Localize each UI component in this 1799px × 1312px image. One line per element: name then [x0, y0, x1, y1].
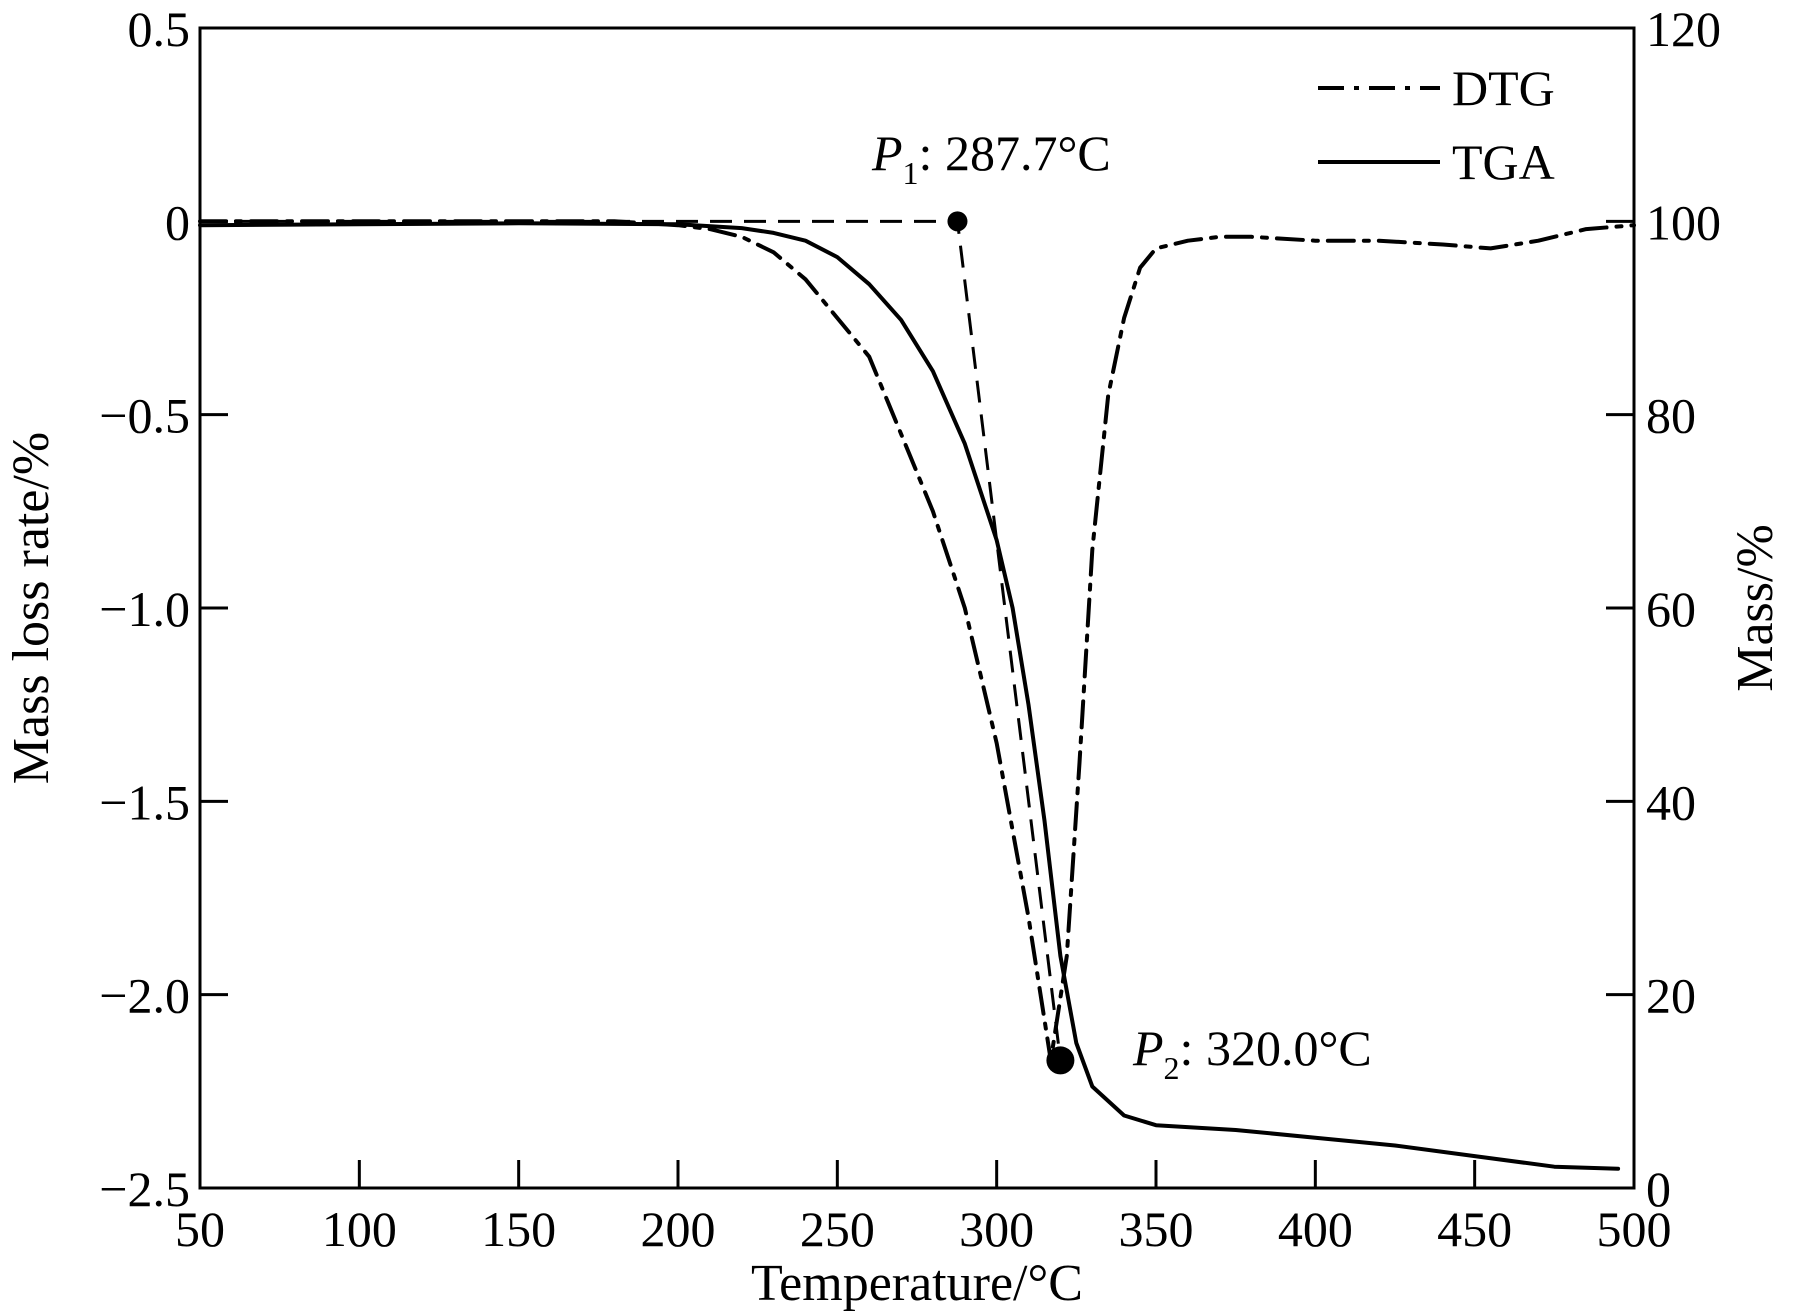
x-tick-label: 100 [322, 1201, 397, 1257]
series-tga-line [198, 221, 1621, 1171]
ticks-layer: 50 100 150 200 250 300 350 400 450 5000.50−0.5−1.… [99, 1, 1721, 1257]
y-left-tick-label: −2.5 [99, 1161, 190, 1217]
annotation-p2: P2: 320.0°C [1132, 1020, 1372, 1086]
y-right-tick-label: 20 [1646, 968, 1696, 1024]
x-tick-label: 250 [800, 1201, 875, 1257]
x-tick-label: 350 [1119, 1201, 1194, 1257]
y-right-tick-label: 80 [1646, 388, 1696, 444]
annotation-layer: P1: 287.7°C P2: 320.0°C [200, 125, 1372, 1086]
x-tick-label: 200 [641, 1201, 716, 1257]
y-left-tick-label: −1.0 [99, 581, 190, 637]
y-right-tick-label: 120 [1646, 1, 1721, 57]
peak-p1-marker [947, 211, 968, 232]
x-tick-label: 450 [1437, 1201, 1512, 1257]
legend-label-dtg: DTG [1452, 60, 1555, 116]
y-left-tick-label: −0.5 [99, 388, 190, 444]
x-axis-title: Temperature/°C [751, 1255, 1083, 1312]
y-right-axis-title: Mass/% [1727, 524, 1784, 692]
legend: DTG TGA [1318, 60, 1555, 190]
y-right-tick-label: 40 [1646, 774, 1696, 830]
annotation-p1: P1: 287.7°C [871, 125, 1111, 191]
peak-guide-line [200, 219, 1062, 1061]
y-left-tick-label: 0 [165, 194, 190, 250]
x-tick-label: 300 [959, 1201, 1034, 1257]
peak-p2-marker [1046, 1046, 1075, 1075]
y-left-tick-label: −2.0 [99, 968, 190, 1024]
x-tick-label: 150 [481, 1201, 556, 1257]
legend-label-tga: TGA [1452, 134, 1555, 190]
series-layer [198, 219, 1636, 1171]
series-dtg-line [198, 219, 1636, 1063]
y-right-tick-label: 0 [1646, 1161, 1671, 1217]
x-tick-label: 400 [1278, 1201, 1353, 1257]
y-left-axis-title: Mass loss rate/% [3, 432, 60, 784]
y-right-tick-label: 100 [1646, 194, 1721, 250]
plot-frame [198, 26, 1636, 1190]
x-tick-label: 500 [1597, 1201, 1672, 1257]
y-right-tick-label: 60 [1646, 581, 1696, 637]
y-left-tick-label: 0.5 [128, 1, 191, 57]
y-left-tick-label: −1.5 [99, 774, 190, 830]
x-tick-label: 50 [175, 1201, 225, 1257]
